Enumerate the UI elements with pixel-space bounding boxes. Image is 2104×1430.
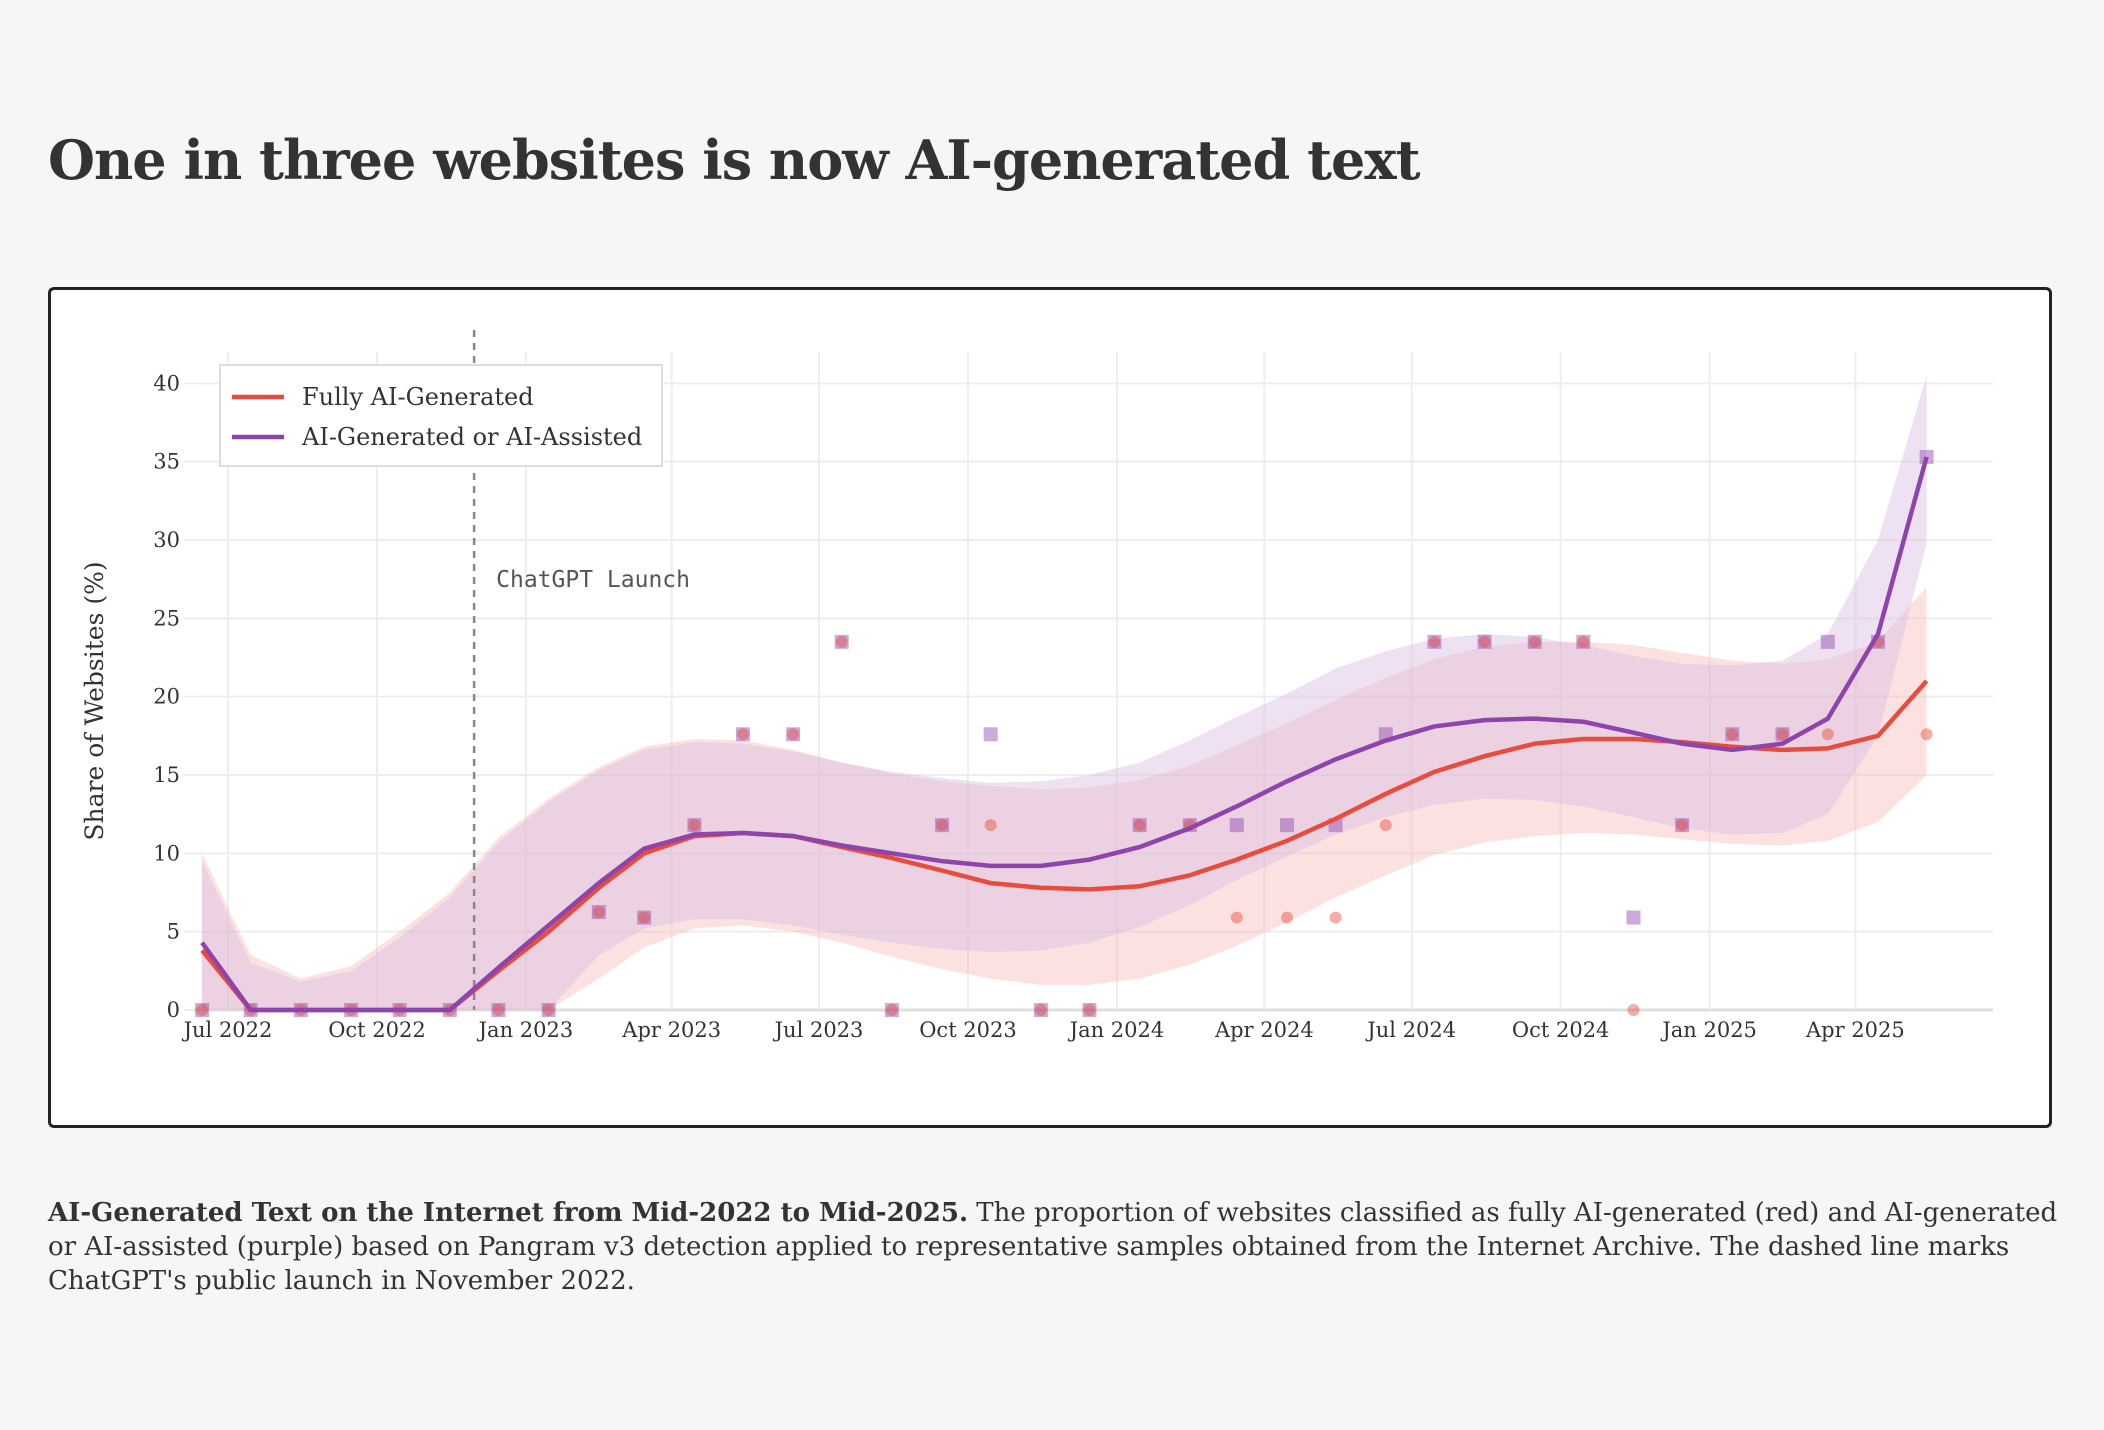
trend-line-ai-assisted <box>200 456 1929 1013</box>
data-point-ai-assisted <box>1576 634 1591 649</box>
x-tick-label: Oct 2024 <box>1512 1018 1610 1042</box>
data-point-fully-ai <box>196 1004 209 1016</box>
y-tick-label: 10 <box>153 841 180 865</box>
data-point-ai-assisted <box>687 818 702 833</box>
y-axis-title: Share of Websites (%) <box>80 561 109 840</box>
data-point-fully-ai <box>1821 728 1834 741</box>
data-point-fully-ai <box>1478 635 1491 648</box>
data-point-ai-assisted <box>735 727 750 742</box>
figure-caption: AI-Generated Text on the Internet from M… <box>48 1196 2058 1298</box>
data-point-ai-assisted <box>1626 910 1641 925</box>
y-tick-label: 15 <box>153 763 180 787</box>
confidence-bands <box>202 375 1927 1010</box>
data-point-ai-assisted <box>591 905 606 920</box>
data-point-ai-assisted <box>884 1003 899 1017</box>
data-point-ai-assisted <box>1427 634 1442 649</box>
y-tick-label: 20 <box>153 685 180 709</box>
data-point-fully-ai <box>688 819 701 832</box>
data-point-fully-ai <box>984 819 997 832</box>
data-point-ai-assisted <box>1675 818 1690 833</box>
chart-card: ChatGPT Launch 0 5 10 15 20 25 30 35 40 Jul 2022 O… <box>48 287 2052 1128</box>
scatter-points <box>195 449 1934 1017</box>
x-tick-label: Apr 2023 <box>621 1018 721 1042</box>
y-tick-label: 5 <box>167 920 180 944</box>
data-point-ai-assisted <box>1229 818 1244 833</box>
data-point-ai-assisted <box>1082 1003 1097 1017</box>
data-point-fully-ai <box>936 819 949 832</box>
confidence-band-ai-assisted <box>202 375 1927 1010</box>
y-tick-label: 25 <box>153 606 180 630</box>
x-tick-label: Apr 2025 <box>1805 1018 1905 1042</box>
data-point-ai-assisted <box>1477 634 1492 649</box>
chatgpt-launch-label: ChatGPT Launch <box>496 567 690 593</box>
data-point-ai-assisted <box>637 910 652 925</box>
legend-label: Fully AI-Generated <box>302 383 534 411</box>
data-point-ai-assisted <box>195 1003 210 1017</box>
data-point-ai-assisted <box>1775 727 1790 742</box>
data-point-ai-assisted <box>1725 727 1740 742</box>
data-point-fully-ai <box>1133 819 1146 832</box>
legend[interactable]: Fully AI-Generated AI-Generated or AI-Ass… <box>219 364 663 467</box>
y-tick-label: 40 <box>153 371 180 395</box>
y-tick-label: 35 <box>153 450 180 474</box>
y-tick-label: 0 <box>167 998 180 1022</box>
x-tick-label: Oct 2023 <box>919 1018 1017 1042</box>
data-point-fully-ai <box>1281 911 1294 924</box>
data-point-ai-assisted <box>1280 818 1295 833</box>
axes: 0 5 10 15 20 25 30 35 40 Jul 2022 Oct 2022 Jan 2023… <box>153 371 1904 1042</box>
x-tick-label: Jul 2024 <box>1365 1018 1456 1042</box>
chart: ChatGPT Launch 0 5 10 15 20 25 30 35 40 Jul 2022 O… <box>80 330 1993 1042</box>
data-point-fully-ai <box>1230 911 1243 924</box>
legend-label: AI-Generated or AI-Assisted <box>301 423 642 451</box>
data-point-ai-assisted <box>983 727 998 742</box>
data-point-ai-assisted <box>786 727 801 742</box>
data-point-fully-ai <box>1034 1004 1047 1016</box>
x-tick-label: Jan 2023 <box>477 1018 574 1042</box>
data-point-ai-assisted <box>1033 1003 1048 1017</box>
data-point-fully-ai <box>1726 728 1739 741</box>
x-tick-label: Jul 2023 <box>773 1018 864 1042</box>
data-point-ai-assisted <box>491 1003 506 1017</box>
legend-box <box>219 364 663 467</box>
data-point-fully-ai <box>1920 728 1933 741</box>
data-point-fully-ai <box>1676 819 1689 832</box>
data-point-fully-ai <box>542 1004 555 1016</box>
data-point-fully-ai <box>638 911 651 924</box>
data-point-fully-ai <box>492 1004 505 1016</box>
data-point-fully-ai <box>787 728 800 741</box>
data-point-fully-ai <box>1528 635 1541 648</box>
data-point-ai-assisted <box>541 1003 556 1017</box>
x-tick-label: Apr 2024 <box>1214 1018 1314 1042</box>
x-tick-label: Jan 2024 <box>1068 1018 1165 1042</box>
data-point-fully-ai <box>736 728 749 741</box>
data-point-ai-assisted <box>1527 634 1542 649</box>
data-point-fully-ai <box>1627 1004 1640 1016</box>
page-title: One in three websites is now AI-generate… <box>48 128 1421 192</box>
caption-title: AI-Generated Text on the Internet from M… <box>48 1198 969 1228</box>
data-point-fully-ai <box>1083 1004 1096 1016</box>
data-point-fully-ai <box>1776 728 1789 741</box>
grid <box>184 352 1993 1012</box>
y-tick-label: 30 <box>153 528 180 552</box>
trend-lines <box>200 456 1929 1013</box>
data-point-fully-ai <box>1577 635 1590 648</box>
data-point-fully-ai <box>1329 911 1342 924</box>
x-tick-label: Jan 2025 <box>1660 1018 1757 1042</box>
data-point-fully-ai <box>835 635 848 648</box>
data-point-fully-ai <box>592 906 605 919</box>
x-tick-label: Oct 2022 <box>328 1018 426 1042</box>
data-point-fully-ai <box>885 1004 898 1016</box>
data-point-ai-assisted <box>1132 818 1147 833</box>
confidence-band-fully-ai <box>202 587 1927 1010</box>
data-point-fully-ai <box>1428 635 1441 648</box>
data-point-ai-assisted <box>834 634 849 649</box>
annotations: ChatGPT Launch <box>472 330 690 1010</box>
data-point-ai-assisted <box>1820 634 1835 649</box>
data-point-ai-assisted <box>935 818 950 833</box>
caption-text: The proportion of websites classified as… <box>48 1198 2058 1296</box>
x-tick-label: Jul 2022 <box>182 1018 273 1042</box>
data-point-fully-ai <box>1379 819 1392 832</box>
